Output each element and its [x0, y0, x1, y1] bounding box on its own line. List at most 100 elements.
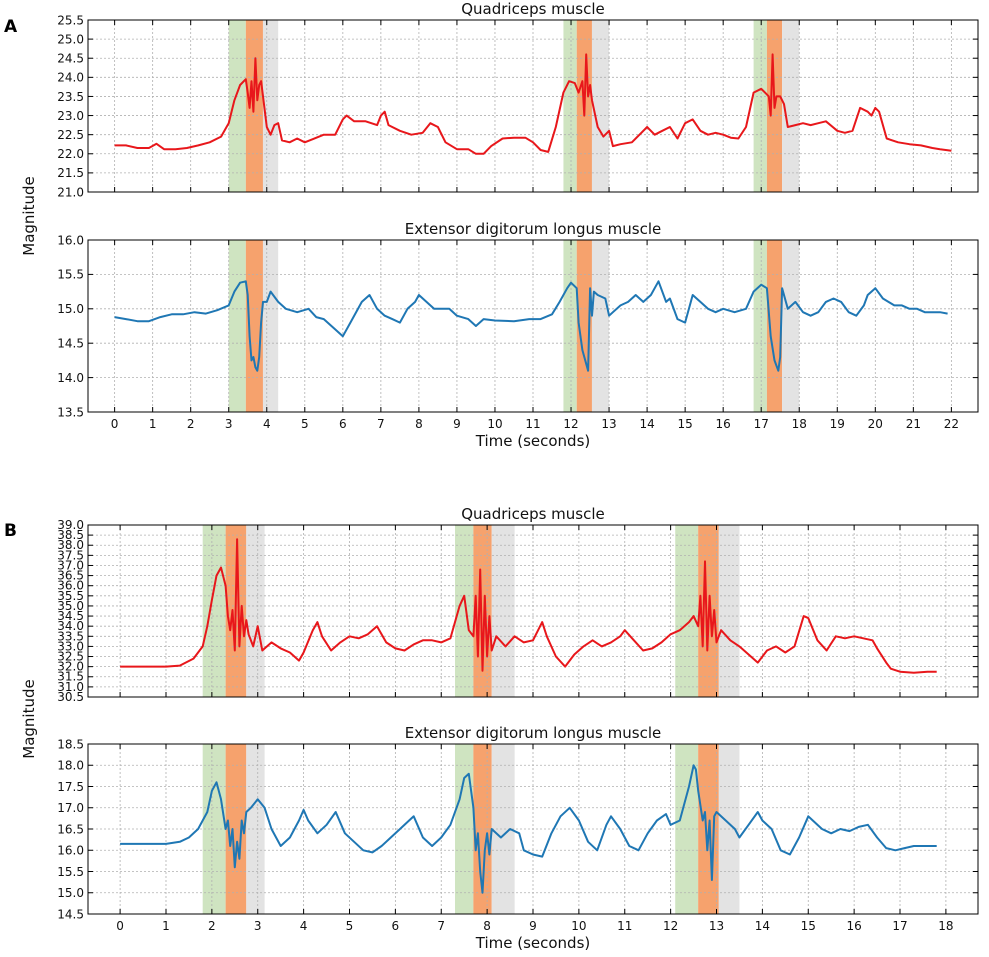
y-tick-label-5: 17.0 — [57, 801, 84, 815]
plot-b-extensor: 14.515.015.516.016.517.017.518.018.50 1 2 3… — [57, 724, 979, 952]
phase-band-6 — [675, 525, 699, 697]
y-tick-label-2: 15.5 — [57, 865, 84, 879]
y-tick-label-7: 18.0 — [57, 759, 84, 773]
y-tick-label-1: 21.5 — [57, 166, 84, 180]
phase-band-0 — [228, 240, 246, 412]
x-tick-label-0: 0 — [111, 417, 119, 431]
y-tick-label-13: 37.0 — [57, 558, 84, 572]
x-tick-label-11: 11 — [617, 919, 632, 933]
x-tick-label-5: 5 — [301, 417, 309, 431]
y-axis-label-text: Magnitude — [20, 679, 38, 758]
y-tick-label-2: 22.0 — [57, 147, 84, 161]
y-axis-label-a: Magnitude — [20, 176, 38, 255]
phase-band-5 — [591, 240, 610, 412]
y-tick-label-3: 22.5 — [57, 128, 84, 142]
phase-band-0 — [202, 525, 226, 697]
y-tick-label-7: 24.5 — [57, 52, 84, 66]
y-tick-label-0: 30.5 — [57, 690, 84, 704]
x-tick-label-4: 4 — [300, 919, 308, 933]
x-tick-label-2: 2 — [187, 417, 195, 431]
chart-title: Extensor digitorum longus muscle — [405, 220, 661, 238]
y-tick-label-2: 31.5 — [57, 670, 84, 684]
x-tick-label-21: 21 — [906, 417, 921, 431]
chart-title: Extensor digitorum longus muscle — [405, 724, 661, 742]
x-tick-label-1: 1 — [162, 919, 170, 933]
x-tick-label-16: 16 — [846, 919, 861, 933]
x-tick-label-12: 12 — [663, 919, 678, 933]
y-tick-label-2: 14.5 — [57, 337, 84, 351]
x-tick-label-3: 3 — [225, 417, 233, 431]
y-tick-label-4: 16.5 — [57, 822, 84, 836]
x-tick-label-8: 8 — [415, 417, 423, 431]
plot-a-quadriceps: 21.0 21.5 22.0 22.5 23.0 23.5 24.0 24.5 25.0 25.5… — [57, 0, 979, 199]
phase-band-8 — [718, 525, 740, 697]
x-tick-label-9: 9 — [453, 417, 461, 431]
chart-title: Quadriceps muscle — [461, 0, 605, 18]
y-tick-label-9: 35.0 — [57, 599, 84, 613]
x-tick-label-22: 22 — [944, 417, 959, 431]
x-tick-label-9: 9 — [529, 919, 537, 933]
x-tick-label-0: 0 — [116, 919, 124, 933]
y-tick-label-4: 15.5 — [57, 268, 84, 282]
x-tick-label-10: 10 — [571, 919, 586, 933]
y-tick-label-8: 25.0 — [57, 32, 84, 46]
x-tick-label-12: 12 — [563, 417, 578, 431]
y-tick-label-6: 17.5 — [57, 780, 84, 794]
x-tick-label-15: 15 — [677, 417, 692, 431]
x-tick-label-15: 15 — [801, 919, 816, 933]
y-tick-label-3: 32.0 — [57, 660, 84, 674]
phase-band-0 — [228, 20, 246, 192]
x-axis-label: Time (seconds) — [475, 432, 591, 450]
x-tick-label-13: 13 — [601, 417, 616, 431]
x-tick-label-4: 4 — [263, 417, 271, 431]
phase-band-5 — [591, 20, 610, 192]
x-tick-label-14: 14 — [639, 417, 654, 431]
x-tick-label-18: 18 — [938, 919, 953, 933]
y-tick-label-1: 15.0 — [57, 886, 84, 900]
x-tick-label-10: 10 — [487, 417, 502, 431]
plot-b-quadriceps: 30.531.031.532.032.533.033.534.034.535.0… — [57, 505, 979, 704]
y-tick-label-1: 14.0 — [57, 371, 84, 385]
y-tick-label-6: 33.5 — [57, 629, 84, 643]
y-tick-label-5: 23.5 — [57, 90, 84, 104]
x-tick-label-20: 20 — [868, 417, 883, 431]
x-tick-label-6: 6 — [339, 417, 347, 431]
y-tick-label-7: 34.0 — [57, 619, 84, 633]
phase-band-3 — [563, 240, 577, 412]
x-tick-label-11: 11 — [525, 417, 540, 431]
y-tick-label-3: 15.0 — [57, 302, 84, 316]
x-tick-label-5: 5 — [346, 919, 354, 933]
y-tick-label-14: 37.5 — [57, 548, 84, 562]
y-tick-label-0: 13.5 — [57, 405, 84, 419]
x-tick-label-7: 7 — [377, 417, 385, 431]
y-tick-label-1: 31.0 — [57, 680, 84, 694]
y-tick-label-3: 16.0 — [57, 844, 84, 858]
y-tick-label-11: 36.0 — [57, 579, 84, 593]
x-tick-label-7: 7 — [437, 919, 445, 933]
x-tick-label-19: 19 — [830, 417, 845, 431]
x-tick-label-8: 8 — [483, 919, 491, 933]
y-tick-label-9: 25.5 — [57, 13, 84, 27]
y-axis-label-b: Magnitude — [20, 679, 38, 758]
y-tick-label-0: 14.5 — [57, 907, 84, 921]
y-tick-label-16: 38.5 — [57, 528, 84, 542]
phase-band-3 — [563, 20, 577, 192]
phase-band-8 — [782, 240, 800, 412]
x-tick-label-17: 17 — [754, 417, 769, 431]
y-tick-label-10: 35.5 — [57, 589, 84, 603]
panel-label-a: A — [4, 17, 18, 37]
phase-band-6 — [675, 744, 699, 914]
x-tick-label-1: 1 — [149, 417, 157, 431]
y-tick-label-8: 34.5 — [57, 609, 84, 623]
phase-band-8 — [782, 20, 800, 192]
y-tick-label-5: 16.0 — [57, 233, 84, 247]
y-tick-label-8: 18.5 — [57, 737, 84, 751]
y-tick-label-6: 24.0 — [57, 71, 84, 85]
phase-band-1 — [245, 240, 263, 412]
series-line-0 — [120, 538, 937, 674]
y-tick-label-15: 38.0 — [57, 538, 84, 552]
x-tick-label-14: 14 — [755, 919, 770, 933]
plot-a-extensor: 13.514.014.515.015.516.00 1 2 3 4 5 6 7 8 9 10 11 12… — [57, 220, 979, 450]
y-tick-label-17: 39.0 — [57, 518, 84, 532]
